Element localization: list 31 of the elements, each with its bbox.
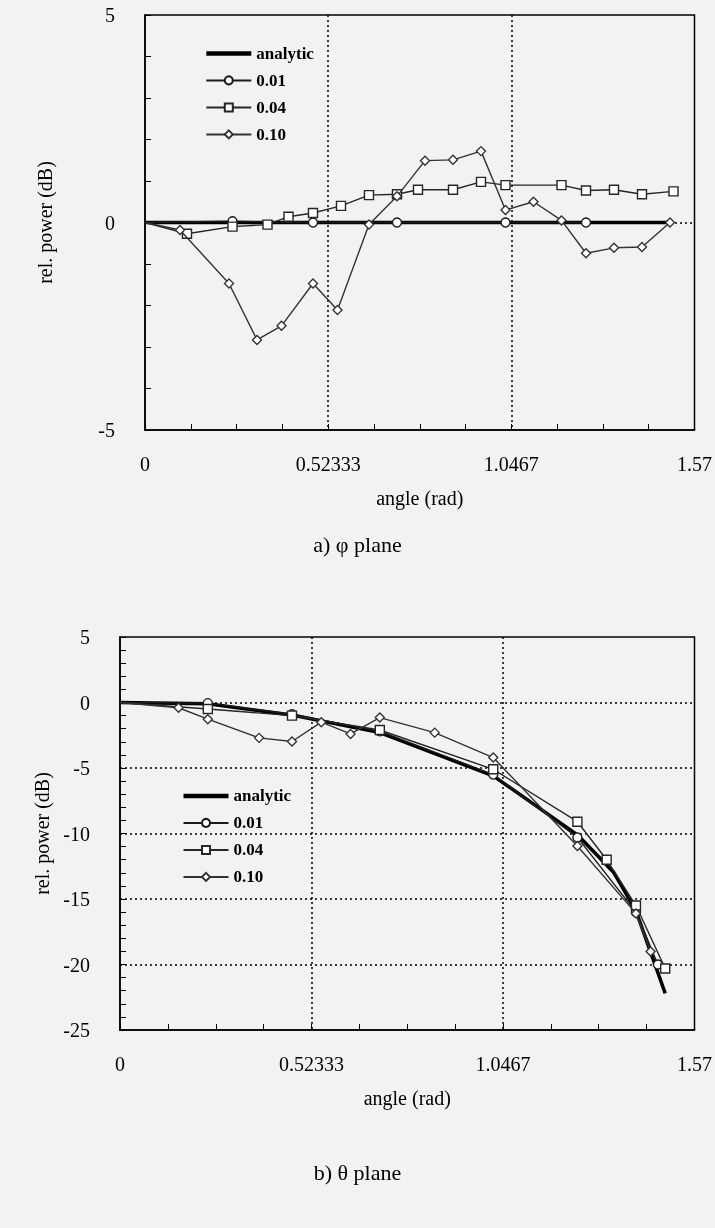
y-tick-label: -25 [63,1019,90,1041]
y-axis-title: rel. power (dB) [34,161,57,284]
x-tick-label: 0.52333 [279,1053,344,1075]
y-tick-label: 0 [80,691,90,714]
y-tick-label: -10 [63,822,90,845]
legend-label: 0.01 [233,813,264,833]
x-axis-title: angle (rad) [363,1087,451,1110]
legend-label: 0.10 [256,124,287,144]
legend-label: analytic [233,786,292,806]
x-tick-label: 1.0467 [483,453,539,475]
y-tick-label: -5 [73,757,90,779]
y-tick-label: 0 [105,211,115,234]
x-tick-label: 1.57 [677,453,712,475]
legend-label: analytic [256,43,315,63]
y-tick-label: -5 [98,419,115,441]
x-tick-label: 0 [140,453,150,475]
y-tick-label: -20 [63,953,90,976]
y-tick-label: -15 [63,888,90,910]
y-tick-label: 5 [80,626,90,648]
legend-label: 0.10 [233,867,264,887]
x-tick-label: 1.0467 [475,1053,531,1075]
x-tick-label: 0.52333 [295,453,361,475]
text: a) φ plane [313,531,402,557]
x-tick-label: 1.57 [677,1053,712,1075]
y-axis-title: rel. power (dB) [31,772,54,895]
legend-label: 0.04 [233,840,264,860]
legend-label: 0.04 [256,97,287,117]
legend-label: 0.01 [256,70,287,90]
y-tick-label: 5 [105,4,115,26]
x-axis-title: angle (rad) [376,487,464,510]
text: b) θ plane [313,1159,402,1185]
